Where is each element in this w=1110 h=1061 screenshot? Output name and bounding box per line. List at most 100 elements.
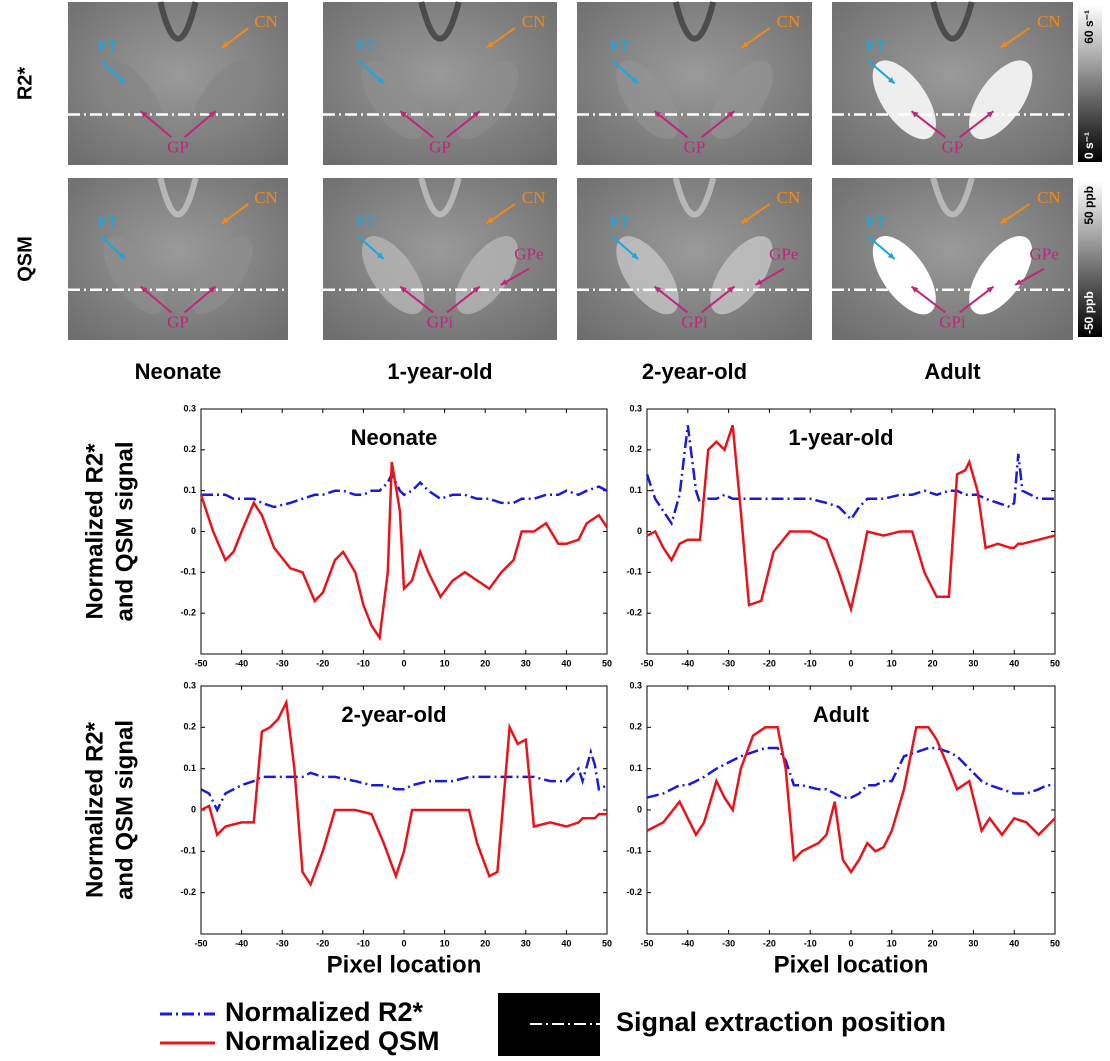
y-tick-label: 0.3 xyxy=(183,403,196,413)
colorbar-min: 0 s⁻¹ xyxy=(1082,132,1096,159)
arrow-head xyxy=(400,286,408,293)
x-tick-label: -20 xyxy=(316,658,329,668)
ventricle xyxy=(157,1,199,42)
x-tick-label: -40 xyxy=(235,938,248,948)
annotation-arrow xyxy=(446,110,481,139)
arrow-head xyxy=(222,41,229,48)
basal-ganglia xyxy=(616,60,679,140)
annotation-arrow xyxy=(183,285,217,314)
x-tick-label: -20 xyxy=(763,658,776,668)
structure-label: GP xyxy=(942,138,964,157)
x-tick-label: -10 xyxy=(804,938,817,948)
annotation-arrow xyxy=(183,110,217,139)
x-tick-label: 0 xyxy=(401,938,406,948)
y-tick-label: -0.2 xyxy=(626,887,642,897)
structure-label: GP xyxy=(167,138,189,157)
arrow-head xyxy=(222,217,229,224)
x-tick-label: -40 xyxy=(681,658,694,668)
mri-background xyxy=(577,178,812,340)
column-label: Neonate xyxy=(135,359,222,384)
x-tick-label: 0 xyxy=(848,658,853,668)
data-line xyxy=(645,425,1055,527)
arrow-head xyxy=(741,217,749,224)
structure-label: GP xyxy=(167,313,189,332)
y-tick-label: -0.1 xyxy=(180,846,196,856)
y-axis-label: Normalized R2* xyxy=(81,721,108,898)
arrow-head xyxy=(986,111,994,118)
annotation-arrow xyxy=(446,285,481,314)
mri-background xyxy=(832,178,1073,340)
arrow-head xyxy=(472,286,480,293)
arrow-head xyxy=(208,111,216,118)
y-tick-label: 0.2 xyxy=(629,444,642,454)
annotation-arrow xyxy=(959,110,995,139)
y-tick-label: -0.2 xyxy=(180,608,196,618)
annotation-arrow xyxy=(653,285,689,314)
structure-label: CN xyxy=(777,188,801,207)
legend-label: Signal extraction position xyxy=(616,1007,946,1037)
mri-background xyxy=(323,2,557,165)
arrow-head xyxy=(400,111,408,118)
ventricle xyxy=(672,1,717,42)
y-tick-label: 0 xyxy=(191,526,196,536)
x-tick-label: 50 xyxy=(602,938,612,948)
y-tick-label: 0.3 xyxy=(629,403,642,413)
data-line xyxy=(201,471,608,509)
y-tick-label: 0.2 xyxy=(183,444,196,454)
x-tick-label: 50 xyxy=(1050,658,1060,668)
basal-ganglia xyxy=(361,60,425,140)
colorbar xyxy=(1078,181,1102,337)
y-axis-label: and QSM signal xyxy=(111,720,138,900)
structure-label: CN xyxy=(1037,188,1061,207)
x-tick-label: 50 xyxy=(1050,938,1060,948)
x-tick-label: 50 xyxy=(602,658,612,668)
arrow-head xyxy=(377,252,384,259)
ventricle xyxy=(930,177,975,218)
x-tick-label: 40 xyxy=(1009,658,1019,668)
image-panel: PT CN GPe GPi xyxy=(323,177,557,340)
y-tick-label: -0.1 xyxy=(180,567,196,577)
ventricle xyxy=(418,1,462,42)
arrow-head xyxy=(500,279,508,285)
x-tick-label: 20 xyxy=(928,658,938,668)
image-panel: PT CN GP xyxy=(577,1,812,165)
structure-label: GP xyxy=(684,138,706,157)
basal-ganglia xyxy=(969,236,1033,315)
x-tick-label: -20 xyxy=(763,938,776,948)
data-line xyxy=(646,746,1055,799)
structure-label: CN xyxy=(522,188,546,207)
arrow-head xyxy=(118,76,126,84)
y-tick-label: -0.2 xyxy=(180,887,196,897)
arrow-head xyxy=(911,111,919,118)
x-tick-label: -30 xyxy=(722,938,735,948)
plot-area xyxy=(646,408,1056,655)
x-tick-label: -40 xyxy=(681,938,694,948)
structure-label: GP xyxy=(429,138,451,157)
arrow-head xyxy=(118,252,126,259)
arrow-head xyxy=(911,286,919,293)
image-panel: PT CN GP xyxy=(832,1,1073,165)
structure-label: PT xyxy=(355,212,375,231)
x-tick-label: 10 xyxy=(887,938,897,948)
arrow-head xyxy=(654,286,662,293)
structure-label: PT xyxy=(865,212,885,231)
legend-label: Normalized QSM xyxy=(225,1026,440,1056)
basal-ganglia xyxy=(872,60,936,140)
structure-label: PT xyxy=(98,37,118,56)
y-tick-label: 0.3 xyxy=(629,680,642,690)
arrow-head xyxy=(986,286,994,293)
y-tick-label: -0.2 xyxy=(626,608,642,618)
basal-ganglia xyxy=(361,236,425,315)
arrow-head xyxy=(741,41,749,48)
image-panel: PT CN GPe GPi xyxy=(832,177,1073,340)
image-panel: PT CN GP xyxy=(323,1,557,165)
y-axis-label: Normalized R2* xyxy=(81,443,108,620)
x-tick-label: -10 xyxy=(357,658,370,668)
annotation-arrow xyxy=(700,110,736,139)
structure-label: GPe xyxy=(1029,245,1058,264)
structure-label: PT xyxy=(355,37,375,56)
y-axis-label: and QSM signal xyxy=(111,441,138,621)
chart-title: 1-year-old xyxy=(788,425,893,450)
x-tick-label: 20 xyxy=(480,938,490,948)
